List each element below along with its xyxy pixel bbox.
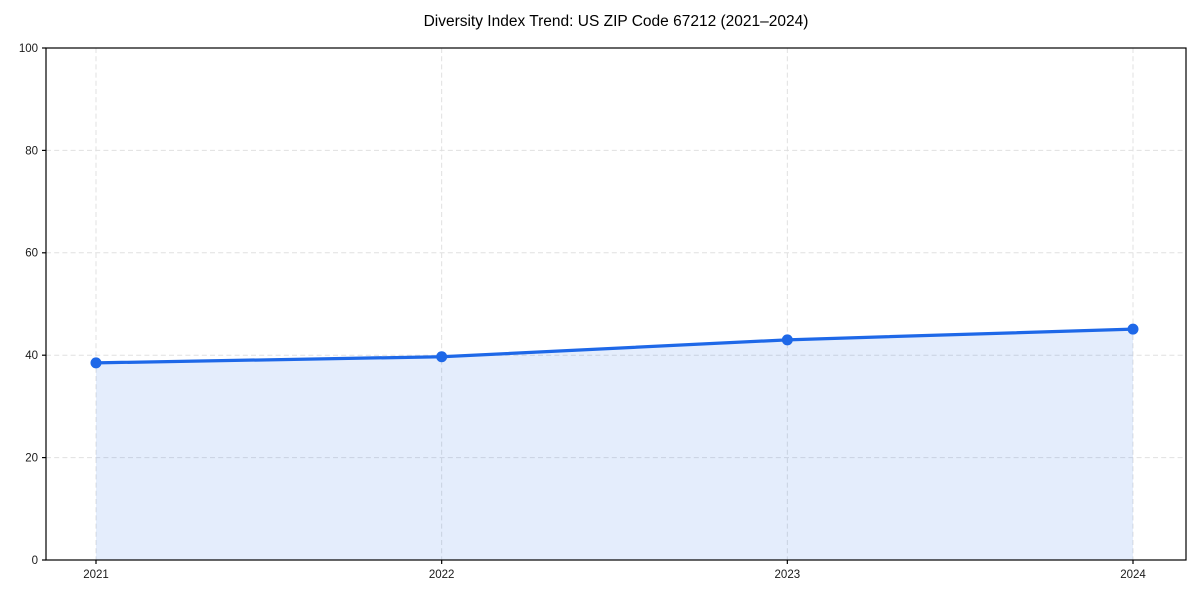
y-tick-label: 0 xyxy=(32,555,38,567)
chart-title: Diversity Index Trend: US ZIP Code 67212… xyxy=(423,13,809,30)
data-point-marker xyxy=(781,334,793,346)
data-point-marker xyxy=(436,351,448,363)
x-tick-label: 2023 xyxy=(775,569,801,581)
y-tick-label: 60 xyxy=(25,248,38,260)
x-tick-label: 2021 xyxy=(83,569,109,581)
area-fill xyxy=(96,329,1133,560)
x-tick-label: 2022 xyxy=(429,569,455,581)
plot-border xyxy=(45,47,1187,561)
y-tick-label: 80 xyxy=(25,145,38,157)
trend-line xyxy=(94,327,1135,365)
y-tick-label: 100 xyxy=(19,43,38,55)
y-tick-label: 20 xyxy=(25,453,38,465)
y-tick-label: 40 xyxy=(25,350,38,362)
x-tick-label: 2024 xyxy=(1120,569,1146,581)
data-point-marker xyxy=(1127,323,1139,335)
data-point-marker xyxy=(90,357,102,369)
